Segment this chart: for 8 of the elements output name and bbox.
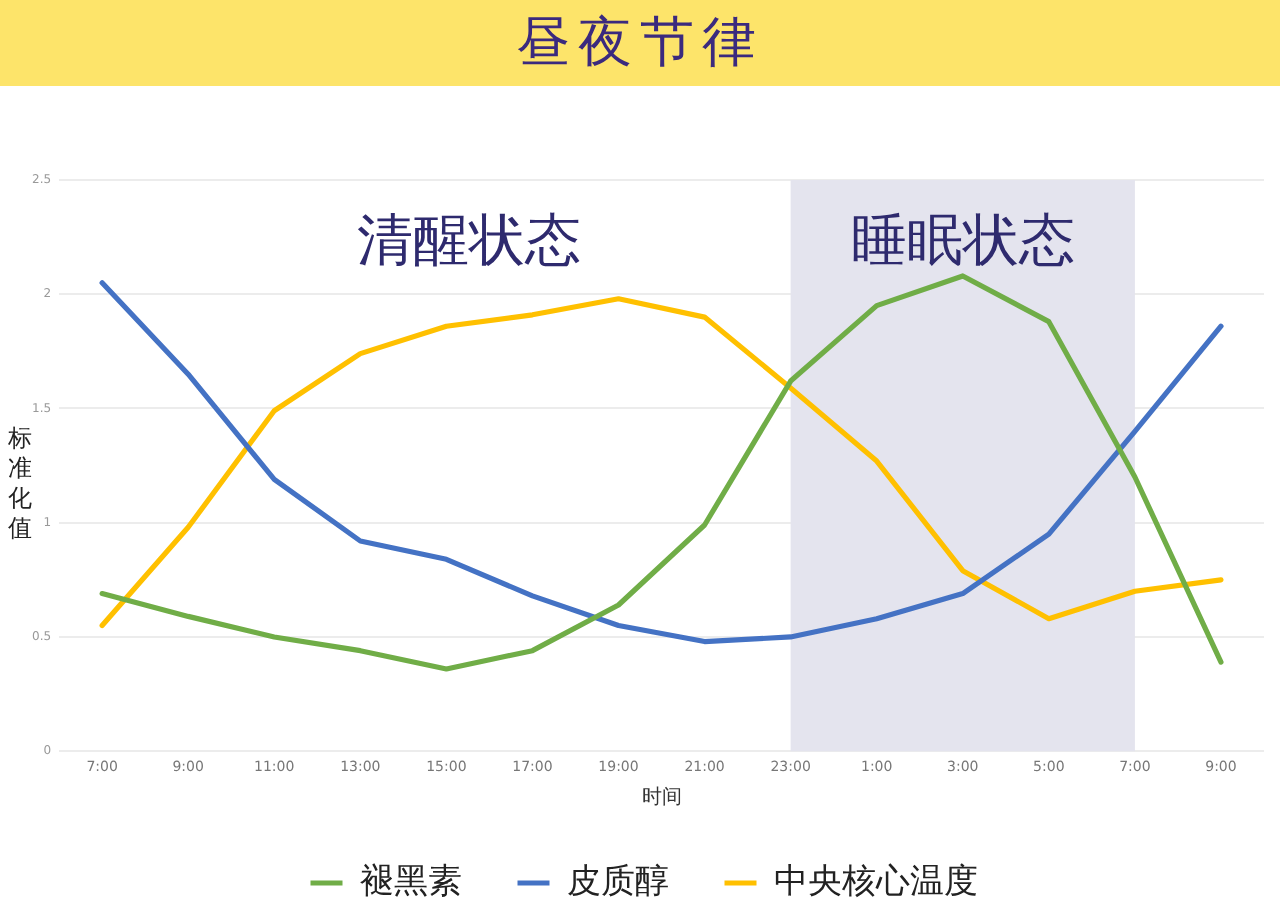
chart-title: 昼夜节律 (516, 11, 764, 75)
legend-label: 中央核心温度 (773, 861, 978, 902)
x-axis-title: 时间 (641, 785, 682, 810)
band-label: 睡眠状态 (850, 206, 1075, 273)
y-axis-title: 标准化值 (8, 424, 34, 544)
legend-label: 皮质醇 (566, 861, 669, 902)
legend-label: 褪黑素 (359, 861, 462, 902)
annotation: 清醒状态 (356, 206, 581, 273)
